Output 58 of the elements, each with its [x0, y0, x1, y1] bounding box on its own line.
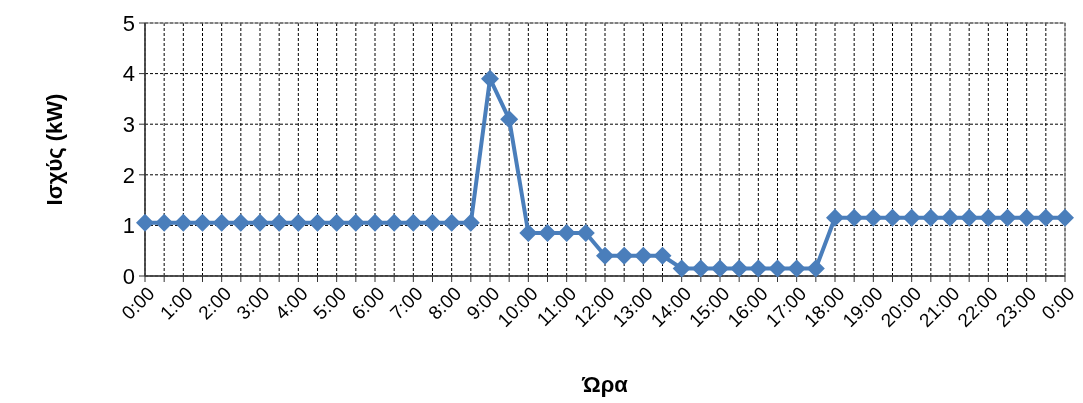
point	[442, 213, 461, 232]
point	[1017, 208, 1036, 227]
point	[385, 213, 404, 232]
y-tick-label: 0	[122, 263, 135, 289]
point	[749, 259, 768, 278]
y-tick-label: 1	[122, 213, 135, 239]
point	[1056, 208, 1074, 227]
point	[615, 246, 634, 265]
point	[998, 208, 1017, 227]
point	[634, 246, 653, 265]
point	[366, 213, 384, 232]
y-tick-label: 4	[122, 61, 135, 87]
point	[500, 110, 519, 129]
point	[1036, 208, 1055, 227]
point	[557, 223, 576, 242]
point	[423, 213, 442, 232]
point	[212, 213, 231, 232]
point	[538, 223, 557, 242]
y-tick-label: 3	[122, 111, 135, 137]
point	[921, 208, 940, 227]
point	[787, 259, 806, 278]
point	[730, 259, 749, 278]
point	[404, 213, 423, 232]
point	[596, 246, 614, 265]
point	[155, 213, 174, 232]
point	[327, 213, 346, 232]
point	[711, 259, 729, 278]
point	[941, 208, 959, 227]
x-axis-title: Ώρα	[581, 372, 629, 397]
point	[346, 213, 365, 232]
y-axis-title: Ισχύς (kW)	[42, 93, 67, 206]
point	[461, 213, 480, 232]
point	[691, 259, 710, 278]
point	[845, 208, 864, 227]
point	[979, 208, 998, 227]
point	[289, 213, 308, 232]
point	[251, 213, 269, 232]
point	[883, 208, 902, 227]
point	[174, 213, 193, 232]
y-tick-label: 2	[122, 162, 135, 188]
point	[231, 213, 250, 232]
point	[902, 208, 921, 227]
point	[768, 259, 787, 278]
point	[826, 208, 844, 227]
y-tick-label: 5	[122, 10, 135, 36]
point	[672, 259, 691, 278]
point	[193, 213, 212, 232]
x-tick-label: 8:00	[424, 282, 466, 324]
point	[653, 246, 672, 265]
point	[136, 213, 154, 232]
point	[864, 208, 883, 227]
point	[519, 223, 538, 242]
point	[960, 208, 979, 227]
point	[308, 213, 327, 232]
point	[481, 69, 499, 88]
x-tick-label: 0:00	[1037, 282, 1079, 324]
point	[806, 259, 825, 278]
point	[270, 213, 289, 232]
